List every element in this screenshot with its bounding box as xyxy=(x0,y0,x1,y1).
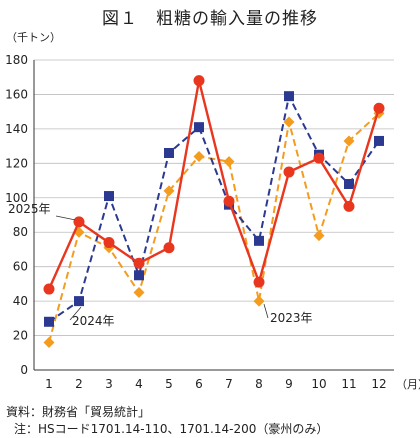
marker-2023年-1 xyxy=(43,336,55,348)
marker-2024年-4 xyxy=(134,270,144,281)
marker-2024年-9 xyxy=(284,91,294,102)
marker-2025年-6 xyxy=(193,75,205,87)
y-tick-label-60: 60 xyxy=(13,260,28,274)
x-tick-label-11: 11 xyxy=(341,377,356,391)
hs-code-note: 注：HSコード1701.14-110、1701.14-200（豪州のみ） xyxy=(14,422,329,436)
y-tick-label-160: 160 xyxy=(5,87,28,101)
y-axis-unit-label: （千トン） xyxy=(6,31,61,44)
x-axis-unit-label: （月） xyxy=(396,378,420,391)
marker-2024年-1 xyxy=(44,316,54,327)
marker-2023年-9 xyxy=(283,116,295,128)
y-tick-label-80: 80 xyxy=(13,225,28,239)
callout-label-2025: 2025年 xyxy=(8,202,51,216)
marker-2024年-5 xyxy=(164,148,174,158)
marker-2024年-12 xyxy=(374,135,384,146)
y-tick-label-180: 180 xyxy=(5,53,28,67)
callout-line-2023 xyxy=(263,304,269,319)
x-tick-label-5: 5 xyxy=(165,377,173,391)
series-line-2023年 xyxy=(48,112,380,343)
marker-2023年-11 xyxy=(343,135,355,147)
marker-2024年-3 xyxy=(104,191,114,202)
marker-2025年-4 xyxy=(133,257,145,269)
series-line-2025年 xyxy=(47,80,381,290)
x-tick-label-10: 10 xyxy=(311,377,326,391)
x-tick-label-2: 2 xyxy=(75,377,83,391)
series-line-2024年 xyxy=(48,93,380,323)
marker-2025年-3 xyxy=(103,237,115,249)
x-tick-label-12: 12 xyxy=(371,377,386,391)
marker-2025年-1 xyxy=(43,283,55,295)
marker-2024年-6 xyxy=(194,122,204,133)
x-tick-label-8: 8 xyxy=(255,377,263,391)
y-tick-label-140: 140 xyxy=(5,122,28,136)
callout-line-2024 xyxy=(69,306,82,321)
x-tick-label-9: 9 xyxy=(285,377,293,391)
x-tick-label-4: 4 xyxy=(135,377,143,391)
marker-2024年-11 xyxy=(344,179,354,189)
marker-2024年-2 xyxy=(74,296,84,307)
y-tick-label-20: 20 xyxy=(13,329,28,343)
y-tick-label-0: 0 xyxy=(20,363,28,377)
callout-line-2025 xyxy=(55,215,76,221)
x-tick-label-1: 1 xyxy=(45,377,53,391)
y-tick-label-120: 120 xyxy=(5,156,28,170)
y-tick-label-100: 100 xyxy=(5,191,28,205)
x-tick-label-6: 6 xyxy=(195,377,203,391)
marker-2023年-5 xyxy=(163,185,175,197)
marker-2023年-6 xyxy=(193,150,205,162)
callout-label-2023: 2023年 xyxy=(270,311,313,325)
marker-2023年-7 xyxy=(223,156,235,168)
x-tick-label-3: 3 xyxy=(105,377,113,391)
y-tick-label-40: 40 xyxy=(13,294,28,308)
marker-2025年-11 xyxy=(343,200,355,212)
marker-2024年-8 xyxy=(254,235,264,246)
marker-2023年-10 xyxy=(313,230,325,242)
marker-2025年-7 xyxy=(223,195,235,207)
marker-2025年-2 xyxy=(73,216,85,228)
marker-2025年-10 xyxy=(313,152,325,164)
x-tick-label-7: 7 xyxy=(225,377,233,391)
marker-2025年-9 xyxy=(283,166,295,178)
callout-label-2024: 2024年 xyxy=(72,314,115,328)
marker-2025年-12 xyxy=(373,102,385,114)
marker-2025年-8 xyxy=(253,276,265,288)
marker-2025年-5 xyxy=(163,242,175,254)
marker-2023年-4 xyxy=(133,287,145,298)
marker-2023年-8 xyxy=(253,295,265,307)
chart-title: 図１ 粗糖の輸入量の推移 xyxy=(102,9,318,29)
source-note: 資料：財務省「貿易統計」 xyxy=(6,405,151,419)
